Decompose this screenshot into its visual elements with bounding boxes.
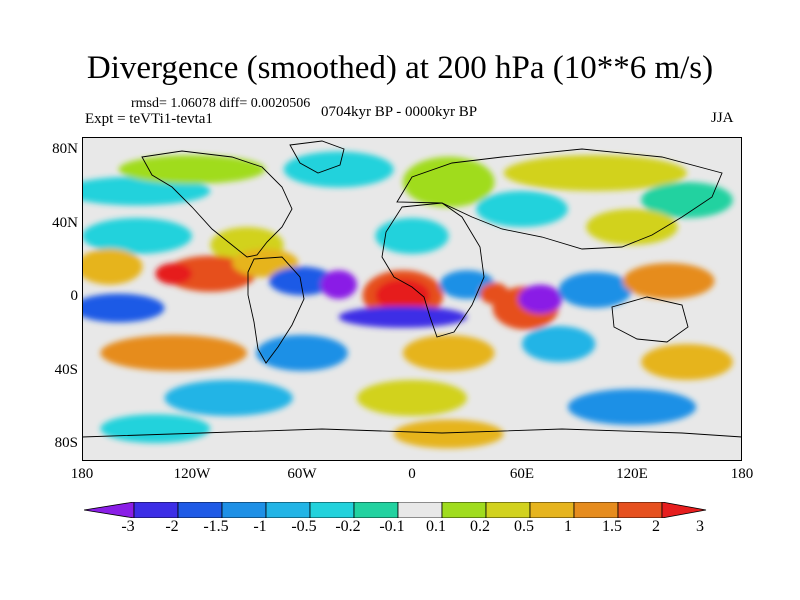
contour-blob [164,380,293,416]
colorbar-label: 1.5 [602,518,622,535]
contour-blob [256,335,348,371]
colorbar-label: -3 [121,518,135,535]
contour-blob [586,209,678,245]
colorbar-label: -0.1 [379,518,405,535]
contour-blob [393,419,504,449]
colorbar-label: 0.5 [514,518,534,535]
x-tick-60e: 60E [509,466,535,482]
coast-africa [381,202,485,338]
colorbar-label: 0.1 [426,518,446,535]
contour-blob [567,389,697,425]
y-tick-80n: 80N [52,141,78,157]
colorbar [84,502,707,518]
experiment-text: Expt = teVTi1-tevta1 [85,111,213,127]
contour-blob [476,191,568,227]
contour-blob [641,182,733,218]
contour-blob [283,151,394,188]
y-tick-0: 0 [70,288,79,304]
x-tick-0: 0 [408,466,416,482]
contour-blob [100,414,211,443]
colorbar-swatch [353,502,399,518]
x-tick-180w: 180 [70,466,94,482]
colorbar-swatch [441,502,487,518]
y-tick-40n: 40N [52,215,78,231]
contour-blob [503,155,687,191]
contour-blob [82,248,143,285]
contour-blob [518,284,563,314]
coast-south-america [247,256,305,364]
colorbar-label: -1 [253,518,267,535]
colorbar-swatch [309,502,355,518]
colorbar-label: -0.2 [335,518,361,535]
colorbar-label: 3 [696,518,704,535]
contour-blob [269,266,335,296]
colorbar-swatch [573,502,619,518]
coast-north-america [141,150,293,258]
contour-blob [622,263,715,299]
contour-blob [558,272,632,308]
contour-blob [82,176,211,206]
colorbar-label: 0.2 [470,518,490,535]
contour-blob [100,335,247,371]
colorbar-swatch [133,502,179,518]
contour-blob [320,270,357,299]
y-tick-80s: 80S [54,435,78,451]
season-text: JJA [711,110,734,126]
colorbar-swatch [265,502,311,518]
colorbar-label: -1.5 [203,518,229,535]
contour-blob [402,156,495,208]
map-frame [82,137,742,461]
coast-australia [611,296,689,343]
contour-blob [82,218,192,254]
stats-text: rmsd= 1.06078 diff= 0.0020506 [131,96,311,111]
x-tick-120e: 120E [616,466,648,482]
divergence-map [82,137,742,461]
plot-title: Divergence (smoothed) at 200 hPa (10**6 … [86,50,714,86]
coast-antarctica [82,428,742,438]
y-tick-40s: 40S [54,362,78,378]
coast-greenland [289,140,345,174]
colorbar-swatch [661,502,707,518]
colorbar-label: 1 [564,518,572,535]
contour-blob [82,293,165,323]
contour-blob [118,155,266,184]
x-tick-120w: 120W [173,466,211,482]
coastlines [82,140,742,438]
colorbar-swatch [529,502,575,518]
contour-fields [82,151,733,449]
contour-blob [357,380,467,416]
contour-blob [375,279,431,312]
colorbar-swatch [485,502,531,518]
colorbar-label: 2 [652,518,660,535]
period-text: 0704kyr BP - 0000kyr BP [321,104,478,120]
colorbar-swatch [617,502,663,518]
contour-blob [155,263,192,285]
x-tick-60w: 60W [287,466,317,482]
coast-eurasia [396,148,723,250]
colorbar-swatch [84,502,135,518]
contour-blob [338,306,467,328]
colorbar-swatch [397,502,443,518]
contour-blob [375,218,449,254]
x-tick-180e: 180 [730,466,754,482]
colorbar-label: -0.5 [291,518,317,535]
contour-blob [402,335,495,371]
colorbar-label: -2 [165,518,179,535]
contour-blob [522,326,596,362]
contour-blob [641,344,733,380]
colorbar-swatch [221,502,267,518]
colorbar-swatch [177,502,223,518]
